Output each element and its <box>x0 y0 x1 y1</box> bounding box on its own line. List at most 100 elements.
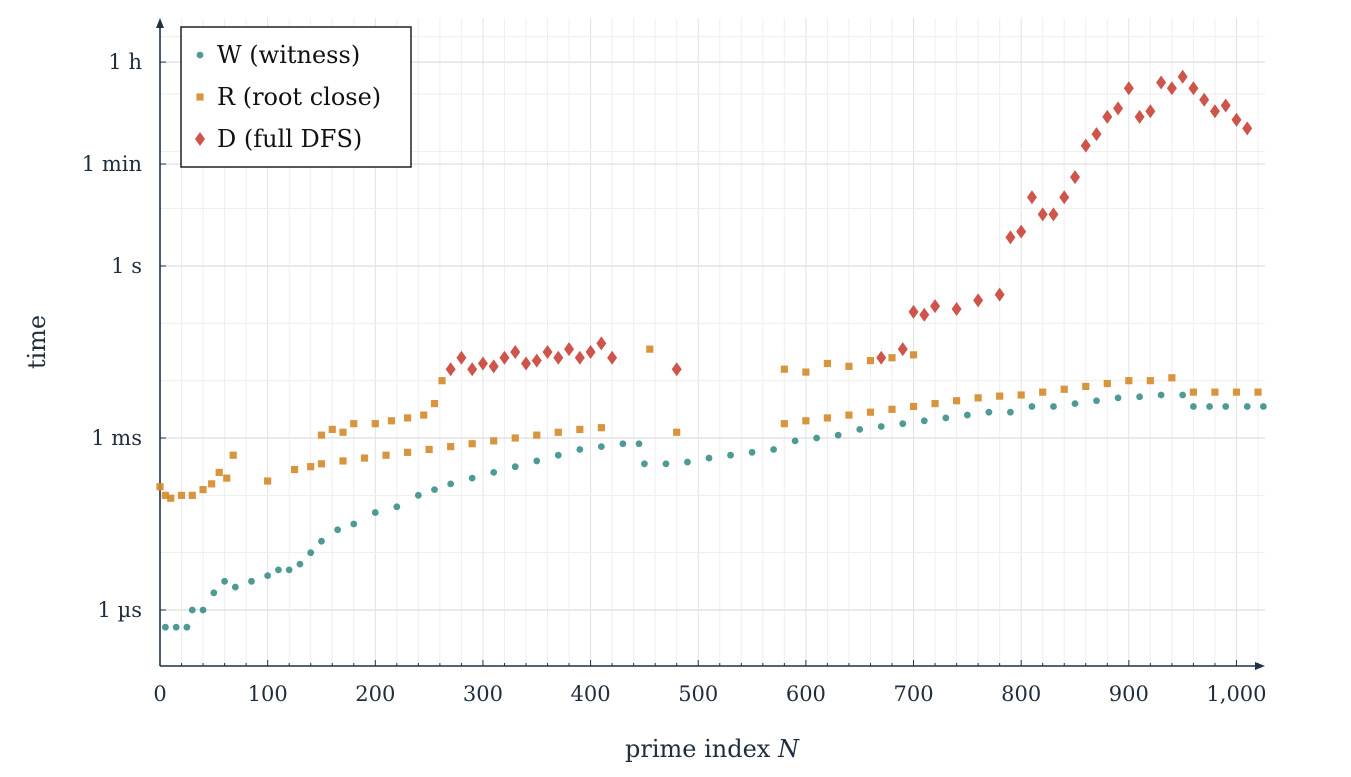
data-point <box>1166 81 1177 96</box>
y-axis-label: time <box>23 315 51 369</box>
data-point <box>1123 81 1134 96</box>
x-axis-label: prime index N <box>625 735 800 763</box>
data-point <box>177 491 186 499</box>
data-point <box>221 577 228 585</box>
data-point <box>420 411 428 419</box>
data-point <box>845 411 853 419</box>
data-point <box>930 299 941 314</box>
data-point <box>845 362 853 370</box>
data-point <box>533 457 541 465</box>
data-point <box>1102 109 1113 124</box>
data-point <box>866 357 875 365</box>
y-tick-label: 1 min <box>82 152 142 176</box>
data-point <box>996 392 1004 400</box>
data-point <box>1082 382 1090 390</box>
data-point <box>167 494 175 502</box>
data-point <box>290 465 299 474</box>
data-point <box>596 336 607 351</box>
data-point <box>641 460 648 468</box>
data-point <box>317 431 326 439</box>
data-point <box>382 451 390 459</box>
data-point <box>468 474 476 482</box>
y-tick-unit: s <box>131 254 142 278</box>
data-point <box>597 443 605 450</box>
data-point <box>877 423 885 430</box>
data-point <box>531 353 542 368</box>
data-point <box>199 606 207 614</box>
data-point <box>1206 403 1213 410</box>
legend-entry: D (full DFS) <box>217 125 362 153</box>
data-point <box>1017 391 1025 399</box>
y-tick-unit: min <box>102 152 142 176</box>
data-point <box>511 434 519 442</box>
data-point <box>780 365 788 373</box>
data-point <box>387 417 396 425</box>
legend-marker <box>196 93 204 101</box>
x-tick-label: 900 <box>1109 682 1149 706</box>
data-point <box>576 446 584 453</box>
data-point <box>1103 379 1111 388</box>
x-tick-label: 800 <box>1001 682 1041 706</box>
y-tick-number: 1 <box>91 426 111 450</box>
data-point <box>350 520 358 528</box>
data-point <box>414 491 422 499</box>
data-point <box>248 577 255 585</box>
series-d-full-dfs <box>445 69 1253 377</box>
data-point <box>161 491 169 499</box>
data-point <box>574 350 585 365</box>
data-point <box>1134 109 1145 124</box>
data-point <box>350 420 358 428</box>
data-point <box>635 440 643 448</box>
data-point <box>264 477 272 485</box>
x-axis-label-text: prime index <box>625 735 771 763</box>
data-point <box>931 400 939 408</box>
legend-box <box>180 26 412 168</box>
data-point <box>542 345 553 359</box>
data-point <box>897 342 908 357</box>
x-tick-label: 600 <box>786 682 826 706</box>
data-point <box>1113 101 1124 116</box>
data-point <box>264 572 272 579</box>
data-point <box>215 468 223 476</box>
legend-entry: W (witness) <box>217 41 360 69</box>
data-point <box>1125 377 1133 385</box>
data-point <box>952 397 961 405</box>
data-point <box>856 426 864 433</box>
axes <box>156 18 1265 670</box>
data-point <box>511 463 519 471</box>
y-tick-label: 1 µs <box>98 598 142 622</box>
data-point <box>1156 75 1167 90</box>
data-point <box>994 287 1005 302</box>
data-point <box>425 445 433 454</box>
data-points <box>156 69 1267 631</box>
data-point <box>231 583 239 591</box>
data-point <box>533 431 541 439</box>
data-point <box>360 454 369 462</box>
data-point <box>876 350 887 365</box>
series-r-root-close <box>156 345 1262 502</box>
data-point <box>908 304 919 319</box>
data-point <box>438 377 446 385</box>
data-point <box>430 400 439 408</box>
y-tick-label: 1 ms <box>91 426 142 450</box>
data-point <box>1016 224 1027 239</box>
data-point <box>521 356 531 371</box>
data-point <box>899 420 907 428</box>
data-point <box>199 486 207 494</box>
data-point <box>909 402 918 411</box>
y-tick-unit: µs <box>118 598 142 622</box>
x-tick-label: 300 <box>463 682 503 706</box>
data-point <box>1188 81 1199 96</box>
data-point <box>973 293 984 308</box>
data-point <box>1039 388 1047 396</box>
data-point <box>510 345 521 359</box>
data-point <box>564 342 575 357</box>
data-point <box>963 411 971 419</box>
data-point <box>1071 400 1079 407</box>
data-point <box>1091 127 1102 142</box>
data-point <box>554 451 562 459</box>
data-point <box>403 414 412 422</box>
data-point <box>296 560 304 568</box>
data-point <box>188 491 196 499</box>
